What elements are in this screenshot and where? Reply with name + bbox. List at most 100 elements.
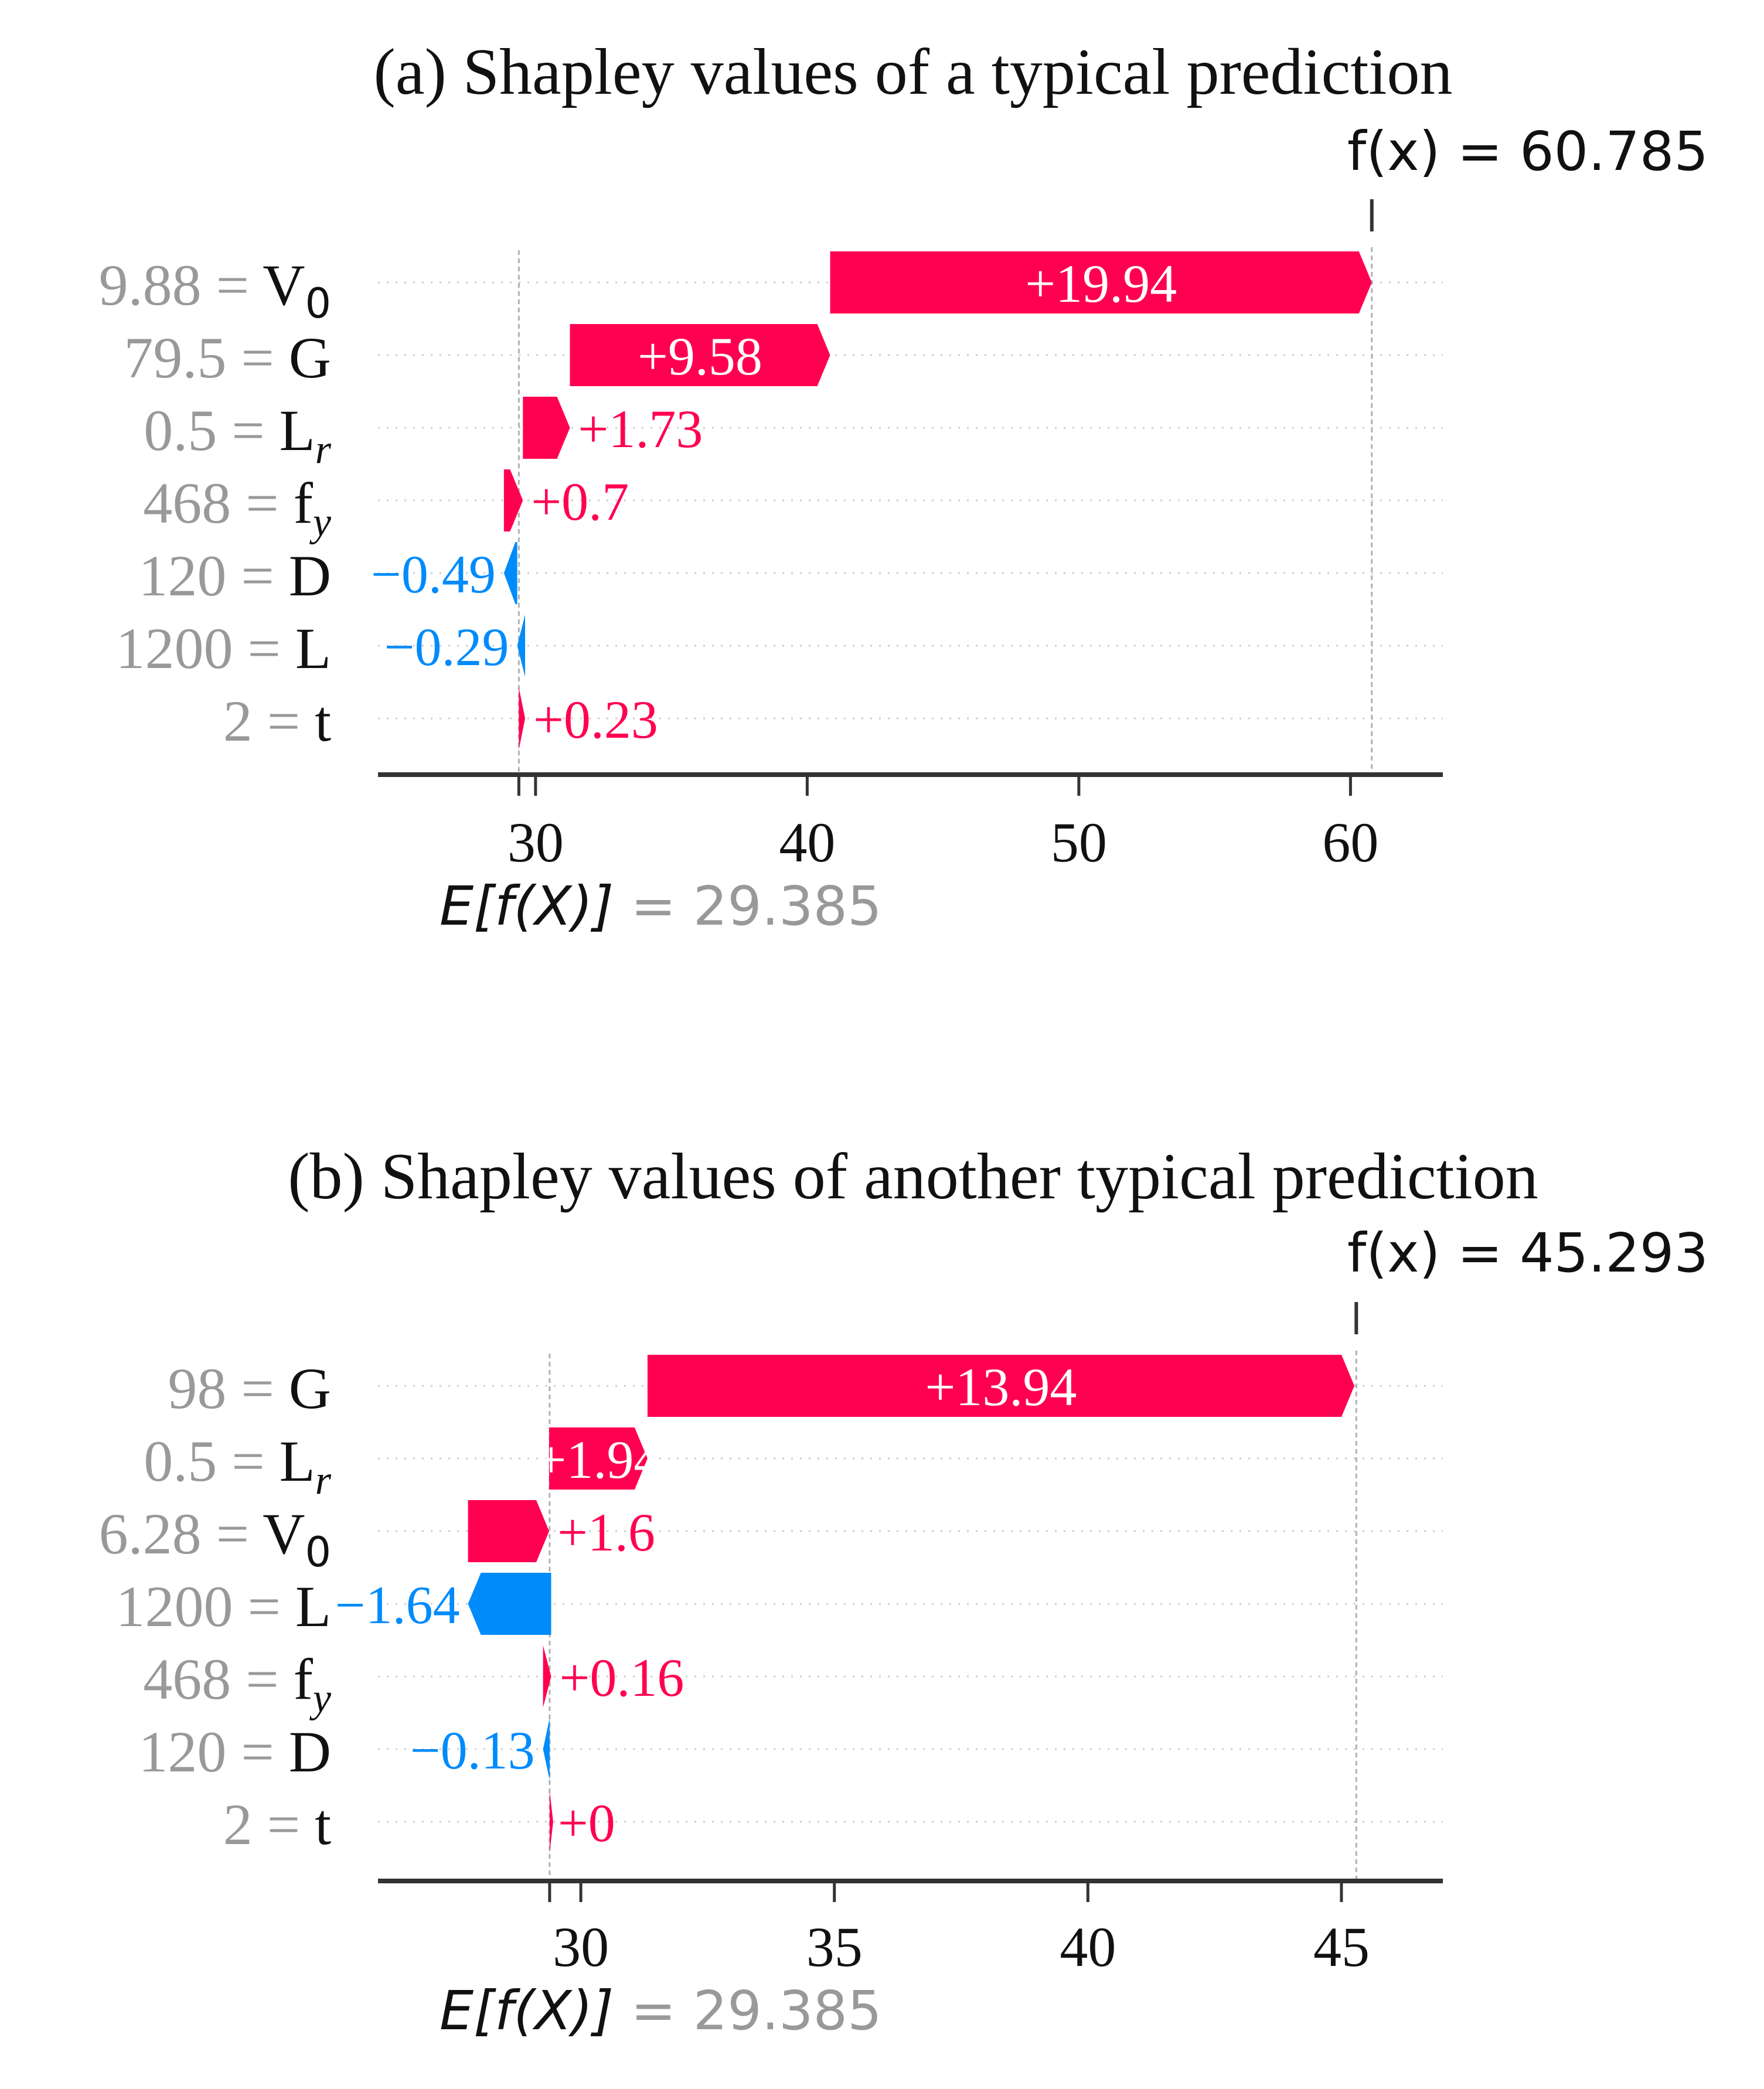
feature-subscript: y [309,500,332,545]
x-tick-label: 40 [1060,1916,1116,1978]
feature-name: D [289,1719,331,1784]
fx-label: f(x) = 60.785 [1347,120,1708,183]
base-value-prefix: E[f(X)] [440,875,614,938]
feature-label: 79.5 = G [124,325,331,390]
feature-label: 0.5 = Lr [144,398,332,472]
feature-label: 9.88 = V0 [99,253,331,328]
feature-name: V [263,253,305,318]
positive-contribution-bar [543,1645,551,1708]
feature-equals: = [231,1647,293,1712]
x-tick-label: 40 [779,811,835,874]
feature-subscript: r [315,427,332,472]
feature-name: t [315,689,331,754]
panel-b: (b) Shapley values of another typical pr… [99,1140,1708,2042]
feature-name: L [280,398,315,463]
x-tick-label: 60 [1322,811,1378,874]
base-value-prefix: E[f(X)] [440,1979,614,2042]
fx-label: f(x) = 45.293 [1347,1222,1708,1284]
positive-contribution-bar [503,469,523,531]
feature-name: L [280,1429,315,1494]
positive-contribution-bar [549,1427,648,1490]
contribution-label: +0.16 [559,1648,684,1708]
feature-equals: = [226,1719,288,1784]
feature-equals: = [253,689,315,754]
contribution-label: −0.13 [410,1720,535,1780]
positive-contribution-bar [647,1355,1355,1417]
base-value-number: = 29.385 [614,1979,881,2042]
feature-equals: = [202,1501,263,1566]
feature-subscript: y [309,1676,332,1721]
feature-equals: = [231,471,293,536]
feature-label: 98 = G [168,1356,331,1421]
feature-label: 1200 = L [116,616,332,681]
feature-label: 2 = t [223,689,331,754]
contribution-label: +13.94 [925,1357,1077,1417]
feature-label: 2 = t [223,1792,331,1857]
feature-name: G [289,1356,331,1421]
feature-name: L [295,616,331,681]
feature-value: 120 [138,543,226,608]
feature-equals: = [217,1429,279,1494]
contribution-label: +9.58 [638,326,762,386]
feature-label: 120 = D [138,543,331,608]
feature-value: 2 [223,1792,253,1857]
negative-contribution-bar [543,1718,550,1780]
feature-name: f [294,1647,314,1712]
feature-equals: = [226,543,288,608]
feature-label: 0.5 = Lr [144,1429,332,1503]
negative-contribution-bar [503,542,517,604]
positive-contribution-bar [570,324,830,386]
feature-value: 120 [138,1719,226,1784]
contribution-label: −0.29 [384,617,509,677]
feature-value: 1200 [116,1574,233,1639]
feature-value: 79.5 [124,325,226,390]
feature-equals: = [253,1792,315,1857]
positive-contribution-bar [468,1500,550,1562]
feature-subscript: r [315,1458,332,1503]
feature-name: f [294,471,314,536]
x-tick-label: 35 [806,1916,863,1978]
feature-name: L [295,1574,331,1639]
contribution-label: +0.23 [533,690,658,749]
feature-name: V [263,1501,305,1566]
base-value-number: = 29.385 [614,875,881,938]
feature-value: 98 [168,1356,226,1421]
x-tick-label: 30 [553,1916,609,1978]
feature-equals: = [226,325,288,390]
base-value-label: E[f(X)] = 29.385 [440,1979,882,2042]
feature-label: 468 = fy [143,471,332,545]
feature-equals: = [217,398,279,463]
negative-contribution-bar [517,615,525,677]
feature-label: 468 = fy [143,1647,332,1721]
feature-value: 1200 [116,616,233,681]
contribution-label: −0.49 [371,544,496,604]
positive-contribution-bar [519,687,525,749]
feature-subscript: 0 [305,280,331,328]
contribution-label: −1.64 [335,1575,460,1635]
x-tick-label: 45 [1313,1916,1370,1978]
contribution-label: +0 [558,1793,615,1853]
contribution-label: +1.94 [536,1430,661,1490]
feature-name: G [289,325,331,390]
feature-equals: = [233,1574,295,1639]
feature-value: 468 [143,1647,231,1712]
x-tick-label: 50 [1051,811,1107,874]
chart-title: (a) Shapley values of a typical predicti… [373,36,1452,108]
positive-contribution-bar [549,1791,553,1853]
feature-name: t [315,1792,331,1857]
panel-a: (a) Shapley values of a typical predicti… [99,36,1708,938]
feature-equals: = [226,1356,288,1421]
positive-contribution-bar [830,251,1372,313]
feature-value: 0.5 [144,1429,217,1494]
base-value-label: E[f(X)] = 29.385 [440,875,882,938]
feature-equals: = [202,253,263,318]
positive-contribution-bar [523,397,570,459]
contribution-label: +19.94 [1025,254,1177,313]
feature-value: 0.5 [144,398,217,463]
feature-value: 468 [143,471,231,536]
negative-contribution-bar [468,1573,551,1635]
x-tick-label: 30 [508,811,564,874]
feature-value: 2 [223,689,253,754]
feature-subscript: 0 [305,1528,331,1576]
